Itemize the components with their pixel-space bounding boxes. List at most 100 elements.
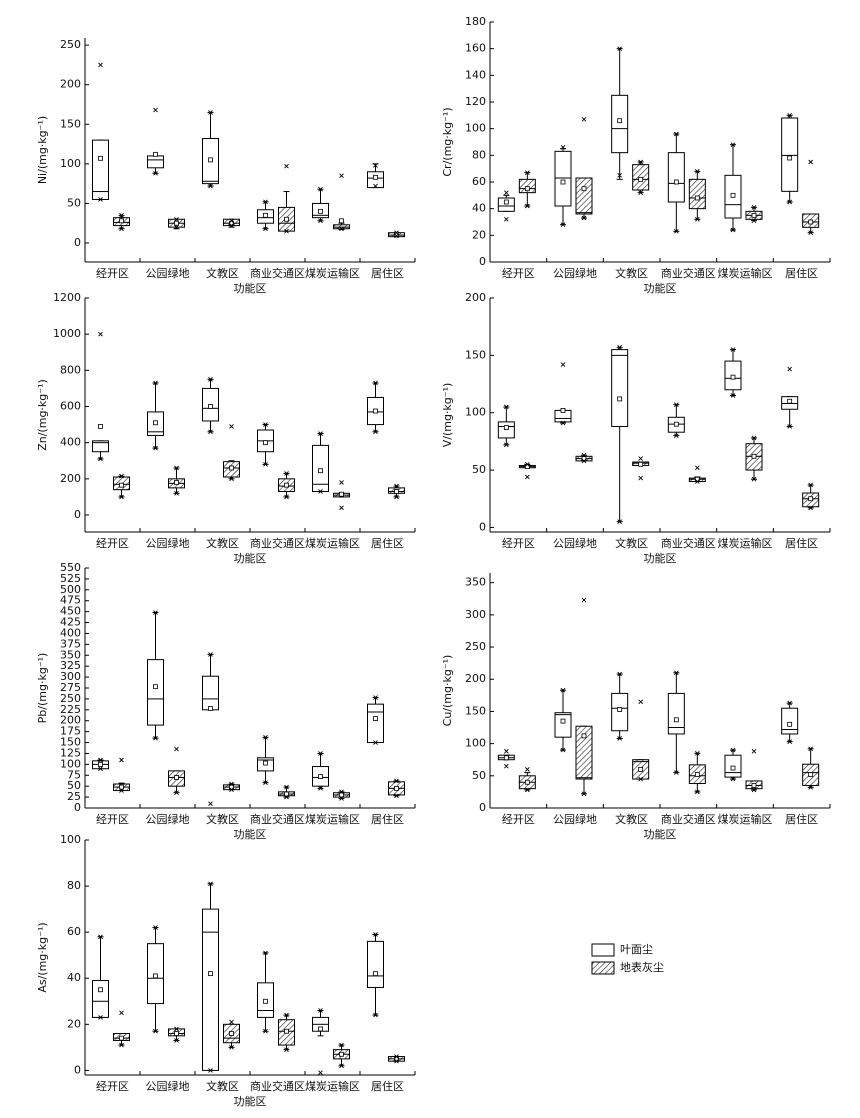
min-marker (263, 1028, 268, 1034)
max-marker (787, 700, 792, 706)
min-marker (695, 217, 700, 222)
max-marker (730, 347, 736, 352)
min-marker (174, 490, 179, 496)
max-marker (284, 163, 289, 169)
mean-marker (153, 420, 158, 426)
x-tick-label: 经开区 (502, 537, 535, 550)
max-marker (339, 1042, 344, 1048)
mean-marker (284, 1028, 289, 1034)
legend-swatch (591, 943, 615, 957)
x-tick-label: 文教区 (615, 812, 648, 826)
mean-marker (263, 440, 268, 446)
y-axis-title: Pb/(mg·kg⁻¹) (36, 653, 49, 724)
mean-marker (373, 716, 378, 721)
y-tick-label: 0 (74, 1063, 81, 1076)
max-marker (674, 402, 679, 407)
max-marker (263, 734, 268, 740)
max-marker (617, 46, 622, 51)
x-tick-label: 商业交通区 (661, 536, 716, 550)
min-marker (560, 747, 566, 753)
max-marker (318, 431, 323, 436)
x-tick-label: 公园绿地 (553, 536, 597, 550)
x-tick-label: 文教区 (615, 536, 648, 550)
max-marker (638, 699, 643, 705)
mean-marker (98, 155, 103, 161)
max-marker (730, 142, 736, 147)
y-tick-label: 0 (479, 520, 486, 533)
min-marker (263, 226, 268, 232)
min-marker (153, 735, 158, 741)
max-marker (751, 205, 757, 210)
max-marker (581, 452, 587, 458)
x-tick-label: 居住区 (785, 536, 818, 550)
box (147, 155, 164, 169)
y-tick-label: 800 (60, 363, 81, 376)
mean-marker (751, 212, 757, 218)
max-marker (229, 1019, 234, 1025)
mean-marker (318, 208, 323, 214)
mean-marker (808, 496, 814, 502)
x-tick-label: 公园绿地 (553, 812, 597, 826)
min-marker (581, 215, 587, 221)
mean-marker (694, 772, 700, 777)
x-tick-label: 经开区 (96, 267, 129, 280)
max-marker (284, 784, 289, 790)
box (92, 139, 109, 200)
x-tick-label: 居住区 (371, 1079, 404, 1093)
min-marker (617, 519, 622, 524)
min-marker (638, 776, 643, 782)
box (554, 712, 572, 738)
mean-marker (787, 721, 793, 727)
min-marker (284, 1047, 289, 1052)
y-tick-label: 100 (465, 122, 486, 135)
max-marker (373, 163, 378, 168)
min-marker (373, 183, 378, 189)
y-tick-label: 100 (60, 157, 81, 170)
min-marker (98, 1015, 103, 1020)
max-marker (808, 746, 813, 752)
max-marker (617, 345, 622, 350)
max-marker (98, 331, 103, 337)
y-tick-label: 400 (60, 626, 81, 639)
min-marker (751, 787, 757, 793)
mean-marker (174, 220, 179, 226)
max-marker (787, 113, 792, 118)
max-marker (208, 652, 213, 657)
min-marker (560, 222, 566, 227)
legend-label: 地表灰尘 (620, 960, 664, 974)
max-marker (525, 462, 530, 467)
y-tick-label: 200 (60, 714, 81, 727)
min-marker (525, 474, 530, 480)
max-marker (373, 380, 378, 386)
x-tick-label: 居住区 (371, 266, 404, 280)
y-tick-label: 200 (60, 472, 81, 485)
x-tick-label: 经开区 (502, 813, 535, 826)
max-marker (263, 199, 268, 205)
y-tick-label: 0 (74, 508, 81, 521)
min-marker (373, 1012, 378, 1018)
mean-marker (808, 219, 814, 225)
y-tick-label: 140 (465, 68, 486, 81)
mean-marker (339, 792, 344, 798)
max-marker (373, 695, 378, 700)
mean-marker (98, 987, 103, 993)
mean-marker (98, 423, 103, 429)
box (554, 150, 572, 207)
x-tick-label: 煤炭运输区 (305, 812, 360, 826)
min-marker (153, 171, 158, 176)
mean-marker (503, 425, 509, 431)
min-marker (174, 224, 179, 230)
min-marker (808, 230, 813, 235)
mean-marker (208, 157, 213, 163)
mean-marker (787, 398, 793, 404)
mean-marker (153, 151, 158, 157)
min-marker (339, 505, 344, 511)
mean-marker (560, 718, 566, 724)
legend-swatch (591, 961, 615, 975)
min-marker (98, 456, 103, 462)
max-marker (263, 950, 268, 956)
max-marker (318, 186, 323, 192)
y-tick-label: 50 (472, 769, 486, 782)
min-marker (98, 766, 103, 772)
mean-marker (284, 216, 289, 222)
